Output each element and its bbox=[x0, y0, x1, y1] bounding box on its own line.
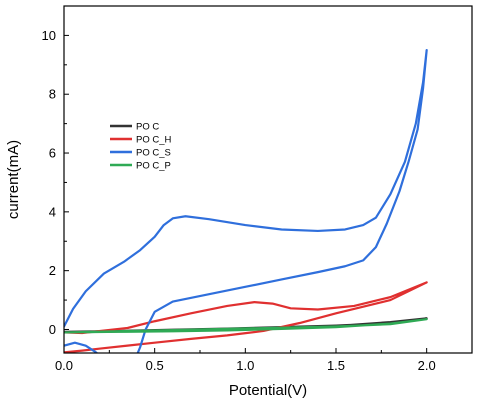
x-tick-label: 1.0 bbox=[236, 358, 254, 373]
legend: PO C PO C_H PO C_S PO C_P bbox=[108, 118, 184, 176]
series-line-po-c-p bbox=[64, 318, 428, 334]
y-tick-label: 6 bbox=[49, 146, 56, 161]
legend-label: PO C_H bbox=[136, 135, 172, 146]
x-tick-label: 0.5 bbox=[146, 358, 164, 373]
x-tick-label: 2.0 bbox=[418, 358, 436, 373]
x-tick-label: 1.5 bbox=[327, 358, 345, 373]
x-tick-label: 0.0 bbox=[55, 358, 73, 373]
legend-label: PO C_P bbox=[136, 161, 171, 172]
series-segment-0 bbox=[64, 341, 99, 353]
plot-frame bbox=[63, 5, 473, 354]
y-tick-label: 10 bbox=[42, 28, 56, 43]
axes: 0.0 0.5 1.0 1.5 2.0 0 2 4 6 8 10 Potential(V) curren… bbox=[5, 5, 473, 399]
y-axis-title: current(mA) bbox=[5, 140, 22, 219]
series-line-po-c-h bbox=[64, 281, 428, 353]
legend-box bbox=[108, 118, 184, 176]
x-axis-title: Potential(V) bbox=[229, 382, 307, 399]
y-tick-label: 2 bbox=[49, 263, 56, 278]
legend-label: PO C_S bbox=[136, 148, 171, 159]
plot-area bbox=[64, 49, 428, 353]
legend-label: PO C bbox=[136, 122, 159, 133]
y-tick-label: 8 bbox=[49, 87, 56, 102]
series-line-po-c-s bbox=[64, 49, 428, 353]
y-tick-label: 0 bbox=[49, 322, 56, 337]
y-tick-label: 4 bbox=[49, 204, 56, 219]
